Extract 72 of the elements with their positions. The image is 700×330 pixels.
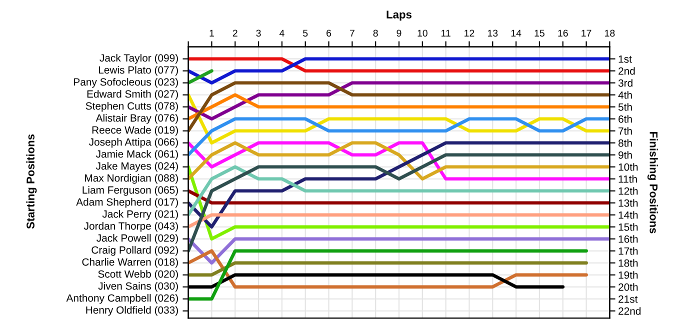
text: Henry Oldfield (033) <box>86 306 178 316</box>
text: Scott Webb (020) <box>98 270 178 280</box>
y2-tick-label: 1st <box>618 55 632 63</box>
y2-tick-label: 6th <box>618 115 632 123</box>
text: Jack Taylor (099) <box>100 54 178 64</box>
line-series <box>188 81 610 121</box>
x-tick-label: 16 <box>558 30 568 37</box>
y2-tick-label: 8th <box>618 139 632 147</box>
x-tick-label: 7 <box>350 30 354 37</box>
text: Edward Smith (027) <box>87 90 178 100</box>
text: Jordan Thorpe (043) <box>84 222 178 232</box>
text: Charlie Warren (018) <box>82 258 178 268</box>
y2-tick-label: 17th <box>618 247 638 255</box>
y2-tick-label: 22nd <box>618 307 641 315</box>
text: Reece Wade (019) <box>92 126 178 136</box>
y2-tick-label: 14th <box>618 211 638 219</box>
line-series <box>188 141 610 229</box>
text: Craig Pollard (092) <box>92 246 178 256</box>
line-series <box>188 249 588 289</box>
text: Joseph Attipa (066) <box>88 138 178 148</box>
y2-tick-label: 13th <box>618 199 638 207</box>
text: Jamie Mack (061) <box>96 150 178 160</box>
line-series <box>188 93 610 145</box>
x-tick-label: 17 <box>582 30 592 37</box>
x-tick-label: 1 <box>210 30 214 37</box>
line-series <box>188 165 610 217</box>
x-tick-label: 2 <box>232 30 238 37</box>
x-tick-label: 9 <box>396 30 402 37</box>
text: Anthony Campbell (026) <box>66 294 178 304</box>
text: Jiven Sains (030) <box>98 282 178 292</box>
x-tick-label: 13 <box>488 30 498 37</box>
line-series <box>188 153 610 253</box>
y2-tick-label: 10th <box>618 163 638 171</box>
x-tick-label: 4 <box>279 30 284 37</box>
y2-tick-label: 7th <box>618 127 632 135</box>
x-tick-label: 8 <box>373 30 378 37</box>
x-tick-label: 5 <box>303 30 308 37</box>
y2-tick-label: 16th <box>618 235 638 243</box>
text: Alistair Bray (076) <box>96 114 178 124</box>
y2-tick-label: 9th <box>618 151 632 159</box>
y2-axis-title: Finishing Positions <box>647 132 658 234</box>
x-tick-label: 6 <box>326 30 332 37</box>
x-axis-title: Laps <box>386 10 412 21</box>
y2-tick-label: 12th <box>618 187 638 195</box>
x-tick-label: 14 <box>511 30 522 37</box>
text: Pany Sofocleous (023) <box>74 78 178 88</box>
y2-tick-label: 5th <box>618 103 632 111</box>
text: Jack Powell (029) <box>96 234 178 244</box>
text: Max Nordigian (088) <box>85 174 178 184</box>
text: Lewis Plato (077) <box>98 66 178 76</box>
y2-tick-label: 3rd <box>618 79 632 87</box>
y2-tick-label: 19th <box>618 271 638 279</box>
x-tick-label: 12 <box>464 30 474 37</box>
x-tick-label: 18 <box>605 30 615 37</box>
line-series <box>188 141 610 181</box>
text: Liam Ferguson (065) <box>82 186 178 196</box>
y2-tick-label: 15th <box>618 223 638 231</box>
y2-tick-label: 20th <box>618 283 638 291</box>
text: Adam Shepherd (017) <box>76 198 178 208</box>
x-tick-label: 11 <box>442 30 450 37</box>
y2-tick-label: 2nd <box>618 67 635 75</box>
text: Starting Positions <box>26 134 37 229</box>
x-tick-label: 15 <box>534 30 544 37</box>
x-tick-label: 3 <box>256 30 261 37</box>
y2-tick-label: 21st <box>618 295 638 303</box>
text: Jake Mayes (024) <box>96 162 178 172</box>
text: Stephen Cutts (078) <box>86 102 178 112</box>
text: Jack Perry (021) <box>102 210 178 220</box>
y2-tick-label: 11th <box>618 175 637 183</box>
y2-tick-label: 4th <box>618 91 632 99</box>
y2-tick-label: 18th <box>618 259 638 267</box>
x-tick-label: 10 <box>418 30 428 37</box>
